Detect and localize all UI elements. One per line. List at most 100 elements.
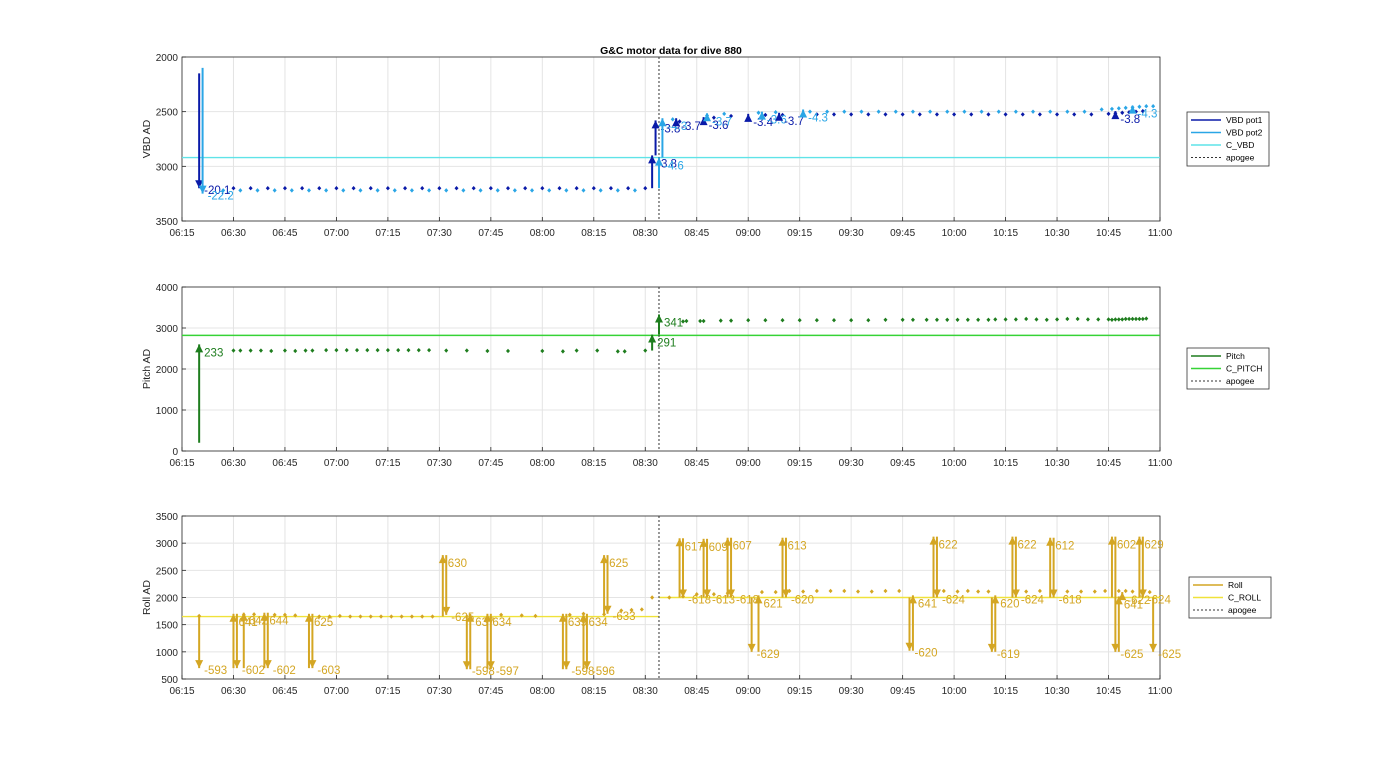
x-tick-label: 09:00 <box>736 686 761 697</box>
data-point <box>986 317 991 322</box>
event-arrow-head <box>754 595 763 604</box>
event-label: 644 <box>269 616 289 628</box>
data-point <box>293 613 298 618</box>
event-arrow-head <box>723 537 732 546</box>
data-point <box>883 588 888 594</box>
event-label: 622 <box>1017 540 1036 552</box>
data-point <box>358 188 363 193</box>
x-tick-label: 08:30 <box>633 228 658 239</box>
data-point <box>464 348 469 353</box>
data-point <box>396 347 401 353</box>
event-arrow-head <box>1011 589 1020 598</box>
event-label: 622 <box>939 540 958 552</box>
data-point <box>317 614 322 619</box>
event-arrow-head <box>1114 596 1123 605</box>
event-label: -596 <box>592 666 615 678</box>
event-label: -3.8 <box>661 123 681 135</box>
data-point <box>632 188 637 193</box>
data-point <box>602 612 607 617</box>
data-point <box>677 119 682 124</box>
x-tick-label: 11:00 <box>1148 458 1173 469</box>
data-point <box>598 188 603 193</box>
y-tick-label: 0 <box>172 447 178 458</box>
x-tick-label: 11:00 <box>1148 228 1173 239</box>
x-tick-label: 10:00 <box>942 686 967 697</box>
data-point <box>1113 317 1118 322</box>
data-point <box>389 614 394 619</box>
data-point <box>282 186 287 191</box>
data-point <box>729 113 734 119</box>
event-arrow-head <box>679 589 688 598</box>
data-point <box>1024 316 1029 322</box>
x-tick-label: 08:30 <box>633 458 658 469</box>
data-point <box>759 589 764 595</box>
data-point <box>1065 109 1070 114</box>
event-label: -593 <box>204 665 227 677</box>
x-tick-label: 07:15 <box>375 228 400 239</box>
event-arrow-head <box>744 113 753 122</box>
x-tick-label: 09:30 <box>839 228 864 239</box>
y-tick-label: 500 <box>161 675 178 686</box>
data-point <box>773 589 778 595</box>
data-point <box>1133 316 1138 322</box>
event-label: 621 <box>764 598 783 610</box>
event-label: -618 <box>736 595 759 607</box>
data-point <box>1096 317 1101 322</box>
data-point <box>289 188 294 193</box>
event-arrow-head <box>304 613 313 622</box>
event-label: -624 <box>1148 595 1172 607</box>
event-arrow-head <box>654 314 663 323</box>
data-point <box>1044 317 1049 322</box>
data-point <box>581 188 586 193</box>
data-point <box>996 109 1001 114</box>
x-tick-label: 09:15 <box>787 686 812 697</box>
data-point <box>406 347 411 353</box>
x-tick-label: 07:45 <box>478 686 503 697</box>
data-point <box>591 186 596 191</box>
event-arrow-head <box>195 660 204 669</box>
data-point <box>773 110 778 115</box>
y-tick-label: 2000 <box>156 53 179 64</box>
x-tick-label: 06:30 <box>221 228 246 239</box>
data-point <box>941 588 946 594</box>
data-point <box>1116 588 1121 594</box>
event-label: -624 <box>1021 595 1045 607</box>
data-point <box>1123 105 1128 111</box>
x-tick-label: 09:30 <box>839 458 864 469</box>
event-arrow-head <box>727 589 736 598</box>
event-label: 625 <box>314 617 333 629</box>
data-point <box>403 186 408 191</box>
data-point <box>883 317 888 322</box>
data-point <box>368 614 373 619</box>
data-point <box>900 112 905 117</box>
data-point <box>1024 589 1029 594</box>
data-point <box>409 188 414 193</box>
event-arrow-head <box>1107 536 1116 545</box>
event-label: -22.2 <box>208 191 234 203</box>
data-point <box>670 117 675 122</box>
data-point <box>1123 588 1128 594</box>
data-point <box>564 188 569 193</box>
data-point <box>763 112 768 118</box>
data-point <box>519 613 524 618</box>
data-point <box>512 188 517 193</box>
data-point <box>499 612 504 618</box>
event-label: -633 <box>613 611 636 623</box>
data-point <box>1099 107 1104 112</box>
data-point <box>444 348 449 353</box>
event-arrow-head <box>757 111 766 120</box>
data-point <box>255 188 260 193</box>
event-arrow-head <box>1135 536 1144 545</box>
event-arrow-head <box>603 605 612 614</box>
legend-entry: VBD pot1 <box>1226 115 1263 125</box>
x-tick-label: 08:00 <box>530 686 555 697</box>
event-arrow-head <box>932 589 941 598</box>
event-arrow-head <box>466 613 475 622</box>
data-point <box>1109 106 1114 112</box>
event-arrow-head <box>905 642 914 651</box>
event-arrow-head <box>442 606 451 615</box>
x-tick-label: 08:15 <box>581 686 606 697</box>
data-point <box>917 112 922 117</box>
data-point <box>379 614 384 619</box>
